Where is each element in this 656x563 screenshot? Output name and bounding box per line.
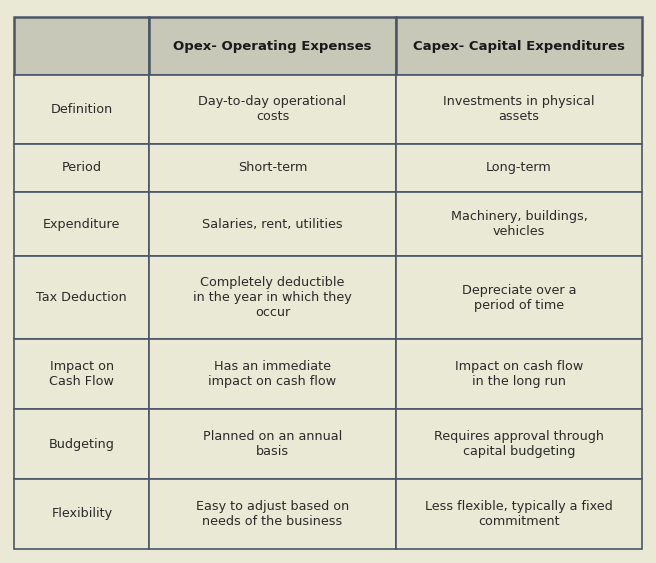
Text: Capex- Capital Expenditures: Capex- Capital Expenditures: [413, 39, 625, 53]
Bar: [14, 144, 150, 192]
Text: Long-term: Long-term: [486, 162, 552, 175]
Bar: [396, 75, 642, 144]
Bar: [396, 17, 642, 75]
Bar: [150, 339, 396, 409]
Text: Easy to adjust based on
needs of the business: Easy to adjust based on needs of the bus…: [196, 500, 349, 528]
Bar: [14, 409, 150, 479]
Text: Investments in physical
assets: Investments in physical assets: [443, 96, 595, 123]
Bar: [14, 339, 150, 409]
Bar: [14, 479, 150, 549]
Bar: [14, 75, 150, 144]
Text: Requires approval through
capital budgeting: Requires approval through capital budget…: [434, 430, 604, 458]
Text: Impact on cash flow
in the long run: Impact on cash flow in the long run: [455, 360, 583, 388]
Bar: [150, 75, 396, 144]
Text: Short-term: Short-term: [238, 162, 307, 175]
Text: Period: Period: [62, 162, 102, 175]
Text: Machinery, buildings,
vehicles: Machinery, buildings, vehicles: [451, 210, 587, 238]
Bar: [396, 339, 642, 409]
Bar: [14, 17, 150, 75]
Bar: [14, 192, 150, 256]
Text: Salaries, rent, utilities: Salaries, rent, utilities: [202, 218, 343, 231]
Bar: [14, 256, 150, 339]
Text: Budgeting: Budgeting: [49, 437, 115, 450]
Text: Flexibility: Flexibility: [51, 507, 112, 520]
Bar: [396, 479, 642, 549]
Bar: [150, 256, 396, 339]
Bar: [150, 192, 396, 256]
Text: Day-to-day operational
costs: Day-to-day operational costs: [199, 96, 346, 123]
Bar: [396, 144, 642, 192]
Bar: [150, 479, 396, 549]
Text: Planned on an annual
basis: Planned on an annual basis: [203, 430, 342, 458]
Text: Less flexible, typically a fixed
commitment: Less flexible, typically a fixed commitm…: [425, 500, 613, 528]
Text: Depreciate over a
period of time: Depreciate over a period of time: [462, 284, 576, 312]
Bar: [150, 409, 396, 479]
Bar: [396, 256, 642, 339]
Bar: [396, 192, 642, 256]
Bar: [150, 144, 396, 192]
Text: Expenditure: Expenditure: [43, 218, 121, 231]
Text: Impact on
Cash Flow: Impact on Cash Flow: [49, 360, 114, 388]
Text: Completely deductible
in the year in which they
occur: Completely deductible in the year in whi…: [193, 276, 352, 319]
Text: Tax Deduction: Tax Deduction: [37, 291, 127, 304]
Text: Opex- Operating Expenses: Opex- Operating Expenses: [173, 39, 372, 53]
Text: Definition: Definition: [51, 103, 113, 116]
Bar: [150, 17, 396, 75]
Text: Has an immediate
impact on cash flow: Has an immediate impact on cash flow: [209, 360, 337, 388]
Bar: [396, 409, 642, 479]
